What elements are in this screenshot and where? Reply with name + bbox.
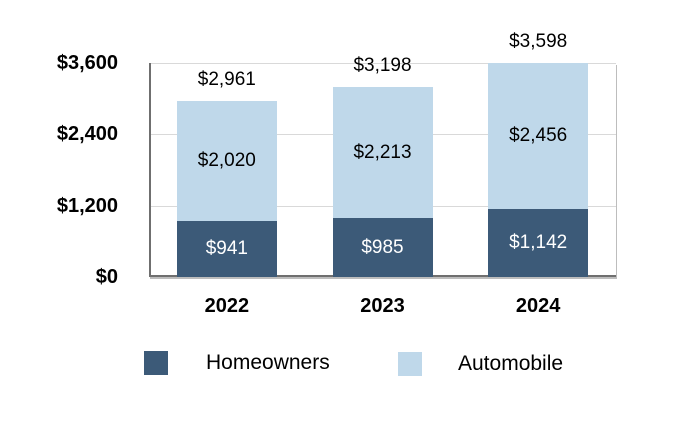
bar-segment-automobile-2022: $2,020 [176, 100, 277, 222]
legend-item-automobile: Automobile [398, 352, 563, 376]
gridline-3600 [151, 63, 616, 64]
legend-item-homeowners: Homeowners [144, 351, 330, 375]
y-tick-label-1200: $1,200 [56, 194, 118, 217]
legend-label-homeowners: Homeowners [206, 351, 330, 374]
legend-swatch-automobile [398, 352, 422, 376]
bar-total-label-2023: $3,198 [353, 54, 412, 76]
x-axis-label-2024: 2024 [515, 295, 561, 317]
x-axis-label-2022: 2022 [204, 295, 250, 317]
bar-segment-homeowners-2024: $1,142 [488, 209, 589, 277]
x-axis-label-2023: 2023 [360, 295, 405, 317]
bar-segment-automobile-2023: $2,213 [332, 86, 433, 219]
legend-label-automobile: Automobile [458, 352, 564, 375]
bar-segment-homeowners-2022: $941 [176, 221, 277, 277]
legend-swatch-homeowners [144, 351, 168, 375]
y-tick-label-0: $0 [95, 266, 118, 288]
bar-segment-homeowners-2023: $985 [332, 218, 433, 277]
bar-segment-automobile-2024: $2,456 [488, 63, 589, 210]
bar-total-label-2024: $3,598 [509, 31, 568, 53]
bar-total-label-2022: $2,961 [197, 68, 256, 90]
y-tick-label-2400: $2,400 [56, 123, 118, 146]
y-tick-label-3600: $3,600 [56, 52, 118, 74]
